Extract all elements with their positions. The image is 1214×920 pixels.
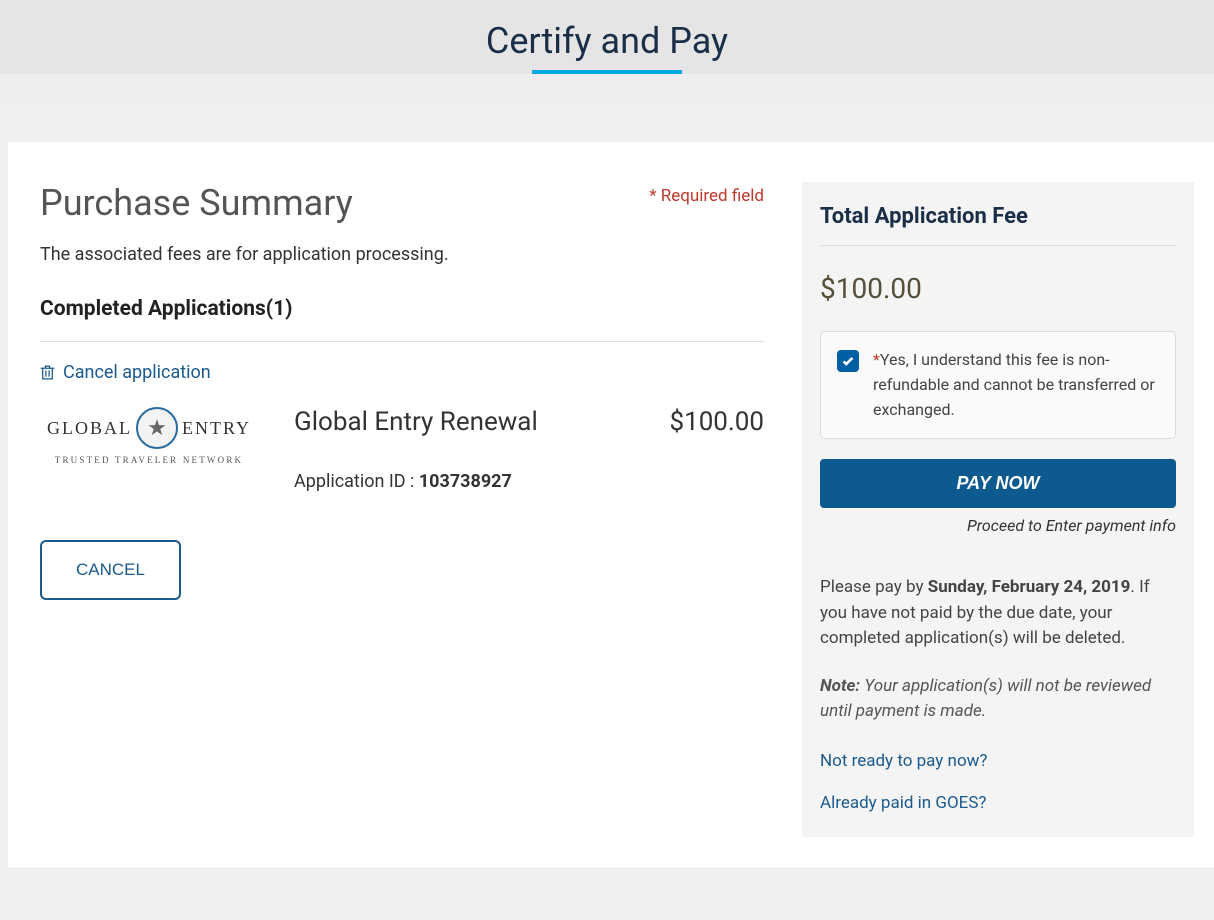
application-name: Global Entry Renewal <box>294 407 669 437</box>
fee-sidebar: Total Application Fee $100.00 *Yes, I un… <box>802 182 1194 837</box>
completed-apps-heading: Completed Applications(1) <box>40 297 764 321</box>
cancel-button[interactable]: CANCEL <box>40 540 181 600</box>
consent-checkbox[interactable] <box>837 350 859 372</box>
note-label: Note: <box>820 676 860 696</box>
application-price: $100.00 <box>669 407 764 437</box>
trash-icon <box>40 364 55 381</box>
fee-divider <box>820 245 1176 246</box>
consent-text: *Yes, I understand this fee is non-refun… <box>873 348 1161 422</box>
application-row: GLOBAL ★ ENTRY TRUSTED TRAVELER NETWORK … <box>40 407 764 492</box>
cancel-application-link[interactable]: Cancel application <box>40 362 211 383</box>
main-container: Purchase Summary * Required field The as… <box>8 142 1214 867</box>
logo-circle-icon: ★ <box>136 407 178 449</box>
fee-title: Total Application Fee <box>820 204 1176 229</box>
deadline-text: Please pay by Sunday, February 24, 2019.… <box>820 575 1176 652</box>
already-paid-link[interactable]: Already paid in GOES? <box>820 793 1176 813</box>
subtitle: The associated fees are for application … <box>40 244 764 265</box>
pay-now-button[interactable]: PAY NOW <box>820 459 1176 508</box>
proceed-hint: Proceed to Enter payment info <box>820 516 1176 535</box>
note-body: Your application(s) will not be reviewed… <box>820 676 1151 722</box>
logo-word-right: ENTRY <box>182 418 251 439</box>
not-ready-link[interactable]: Not ready to pay now? <box>820 751 1176 771</box>
consent-box: *Yes, I understand this fee is non-refun… <box>820 331 1176 439</box>
application-id-label: Application ID : <box>294 471 419 492</box>
logo-word-left: GLOBAL <box>47 418 132 439</box>
left-column: Purchase Summary * Required field The as… <box>40 182 764 837</box>
application-details: Global Entry Renewal Application ID : 10… <box>294 407 764 492</box>
divider <box>40 341 764 342</box>
logo-tagline: TRUSTED TRAVELER NETWORK <box>40 455 258 465</box>
header-spacer <box>0 74 1214 102</box>
gap-spacer <box>0 102 1214 142</box>
fee-amount: $100.00 <box>820 272 1176 305</box>
page-header: Certify and Pay <box>0 0 1214 102</box>
deadline-date: Sunday, February 24, 2019 <box>928 577 1131 597</box>
title-row: Purchase Summary * Required field <box>40 182 764 224</box>
page-title: Purchase Summary <box>40 182 353 224</box>
consent-label: Yes, I understand this fee is non-refund… <box>873 350 1155 419</box>
header-title: Certify and Pay <box>0 20 1214 70</box>
star-icon: ★ <box>147 416 167 441</box>
application-id-value: 103738927 <box>419 471 512 492</box>
application-id-row: Application ID : 103738927 <box>294 471 669 492</box>
note-text: Note: Your application(s) will not be re… <box>820 674 1176 725</box>
global-entry-logo: GLOBAL ★ ENTRY TRUSTED TRAVELER NETWORK <box>40 407 258 465</box>
cancel-application-label: Cancel application <box>63 362 211 383</box>
deadline-pre: Please pay by <box>820 577 928 597</box>
required-field-label: * Required field <box>649 186 764 206</box>
